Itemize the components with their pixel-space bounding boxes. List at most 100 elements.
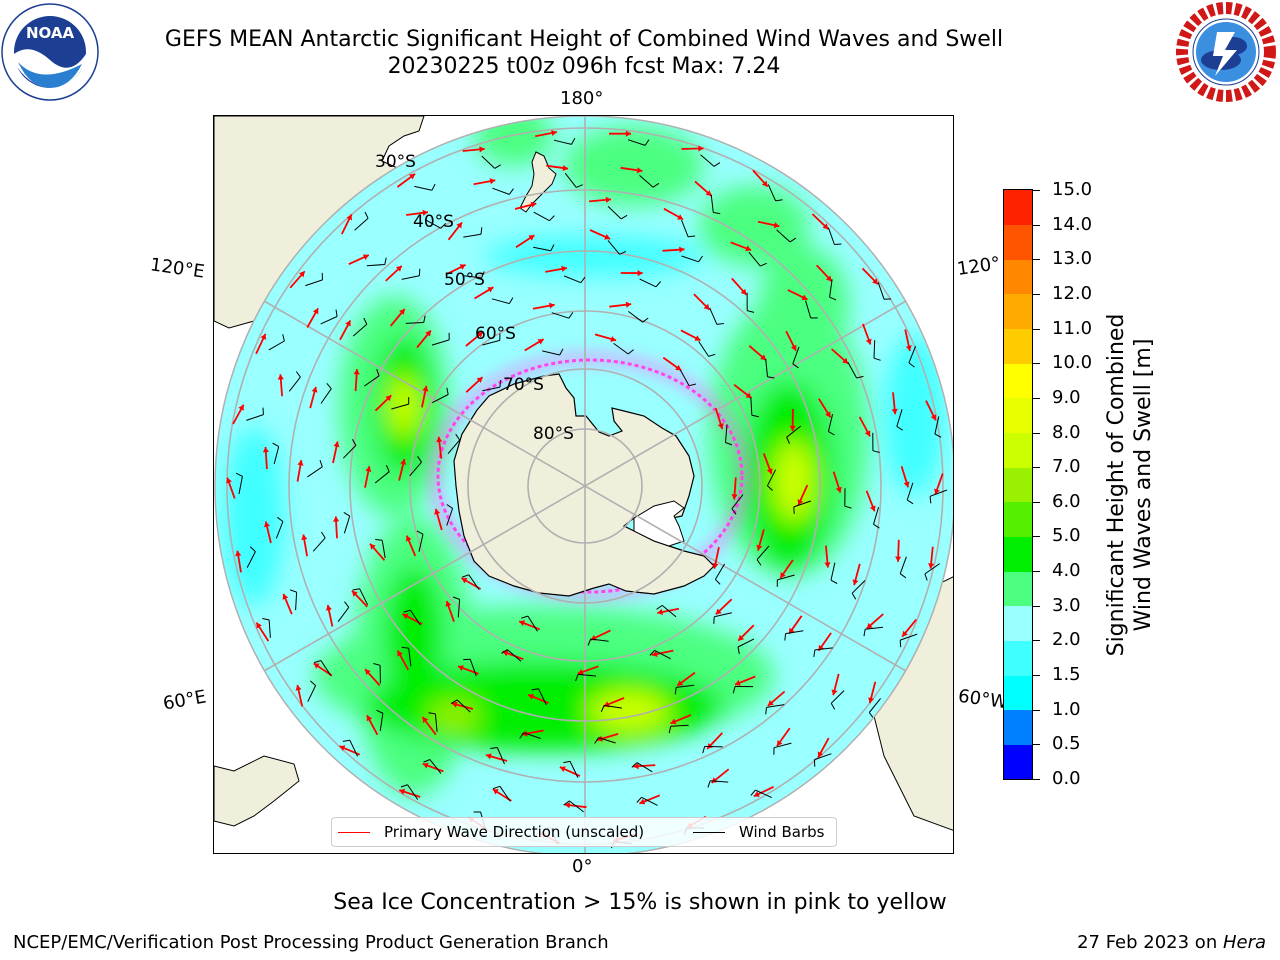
wind-barb-flag	[732, 686, 736, 694]
wind-barb	[288, 376, 301, 392]
wind-barb	[714, 563, 726, 580]
lon-label-180: 180°	[560, 88, 604, 109]
wind-barb-flag	[698, 255, 703, 263]
colorbar-tick-mark	[1033, 605, 1040, 607]
colorbar-tick-label: 7.0	[1052, 456, 1081, 478]
wave-direction-arrowhead	[577, 669, 584, 675]
wave-direction-arrowhead	[528, 693, 534, 700]
wave-direction-arrowhead	[610, 336, 617, 342]
wind-barb-flag	[580, 276, 586, 284]
footer-credit: NCEP/EMC/Verification Post Processing Pr…	[13, 932, 609, 953]
wave-direction-arrowhead	[458, 665, 464, 671]
wave-direction-arrowhead	[777, 740, 783, 746]
wave-direction-arrowhead	[731, 494, 738, 500]
wind-barb	[446, 508, 454, 526]
wave-direction-arrowhead	[333, 516, 340, 522]
wave-direction-arrowhead	[780, 572, 786, 578]
wave-direction-arrowhead	[445, 601, 452, 607]
colorbar-tick-mark	[1033, 675, 1040, 677]
nws-logo	[1176, 2, 1276, 102]
wave-direction-arrowhead	[679, 246, 685, 253]
colorbar-tick-label: 0.0	[1052, 768, 1081, 789]
wave-direction-arrowhead	[333, 441, 340, 448]
colorbar-tick-label: 9.0	[1052, 386, 1081, 408]
colorbar-segment	[1004, 709, 1032, 745]
wave-direction-arrowhead	[339, 745, 346, 751]
colorbar-tick-label: 13.0	[1052, 248, 1093, 270]
wind-barb	[785, 630, 804, 635]
wind-barb-flag	[571, 138, 576, 145]
wave-direction-arrowhead	[825, 275, 832, 282]
chart-title-line2: 20230225 t00z 096h fcst Max: 7.24	[387, 54, 781, 79]
wind-barb-flag	[636, 796, 642, 803]
wind-barb	[409, 609, 421, 626]
wind-barb-flag	[462, 574, 469, 578]
wind-barb	[865, 626, 884, 630]
wind-barb	[765, 358, 768, 377]
wave-direction-arrowhead	[325, 605, 332, 611]
wind-barb-flag	[868, 712, 874, 719]
wind-barb	[829, 279, 833, 298]
wave-direction-arrowhead	[345, 320, 351, 327]
wind-barb	[320, 316, 338, 325]
wind-barb-flag	[627, 349, 634, 355]
wind-barb-flag	[521, 615, 529, 619]
wave-direction-arrowhead	[766, 468, 773, 474]
wave-direction-arrowhead	[789, 425, 796, 431]
wind-barb	[463, 275, 482, 279]
colorbar-segment	[1004, 605, 1032, 641]
wave-direction-arrowhead	[930, 414, 937, 421]
wind-barb	[868, 698, 881, 713]
wind-barb	[681, 255, 699, 263]
colorbar-segment	[1004, 536, 1032, 572]
wind-barb-flag	[856, 375, 864, 379]
lon-label-60w: 60°W	[956, 685, 1009, 714]
wave-direction-arrowhead	[409, 173, 416, 180]
wind-barb	[776, 229, 791, 243]
wind-barb	[814, 647, 833, 651]
wave-direction-arrowhead	[485, 753, 492, 760]
legend-wave-line	[338, 832, 370, 833]
wind-barb-flag	[352, 588, 360, 591]
wind-barb	[604, 704, 622, 709]
wave-direction-arrowhead	[740, 288, 747, 295]
wave-direction-arrowhead	[405, 535, 412, 542]
wind-barb-flag	[423, 759, 431, 763]
wave-direction-arrowhead	[822, 223, 829, 230]
wave-direction-arrowhead	[734, 679, 741, 686]
lon-label-0: 0°	[572, 856, 593, 877]
wind-barb-flag	[789, 237, 797, 243]
wind-barb	[434, 713, 438, 732]
wind-barb-flag	[559, 348, 564, 356]
wave-direction-arrowhead	[353, 369, 360, 375]
footer-date-text: 27 Feb 2023 on	[1077, 932, 1223, 953]
chart-title-line1: GEFS MEAN Antarctic Significant Height o…	[164, 27, 1004, 52]
wind-barb	[805, 300, 812, 319]
wind-barb-flag	[568, 312, 574, 319]
wave-direction-arrowhead	[562, 165, 569, 172]
wind-barb-flag	[731, 508, 737, 515]
wind-barb	[814, 753, 832, 761]
wind-barb-flag	[446, 387, 449, 395]
wind-barb-flag	[276, 516, 284, 522]
wave-direction-arrowhead	[492, 789, 499, 795]
wave-direction-arrowhead	[313, 663, 320, 669]
colorbar-label-line2: Wind Waves and Swell [m]	[1131, 338, 1156, 632]
wind-barb	[414, 185, 433, 191]
wave-direction-arrowhead	[597, 735, 603, 742]
wave-direction-arrowhead	[717, 423, 724, 429]
wind-barb	[773, 742, 792, 749]
colorbar-tick-mark	[1033, 328, 1040, 330]
wind-barb	[424, 219, 442, 229]
wind-barb	[710, 194, 714, 213]
wind-barb	[418, 534, 424, 552]
wind-barb-flag	[619, 250, 627, 255]
wind-barb-flag	[423, 315, 426, 323]
wind-barb-flag	[767, 376, 775, 379]
wave-direction-arrowhead	[698, 145, 704, 152]
wind-barb	[709, 307, 718, 325]
colorbar-tick-mark	[1033, 397, 1040, 399]
wind-barb-flag	[384, 257, 387, 265]
wind-barb-flag	[403, 609, 411, 613]
wave-direction-arrowhead	[633, 763, 639, 770]
